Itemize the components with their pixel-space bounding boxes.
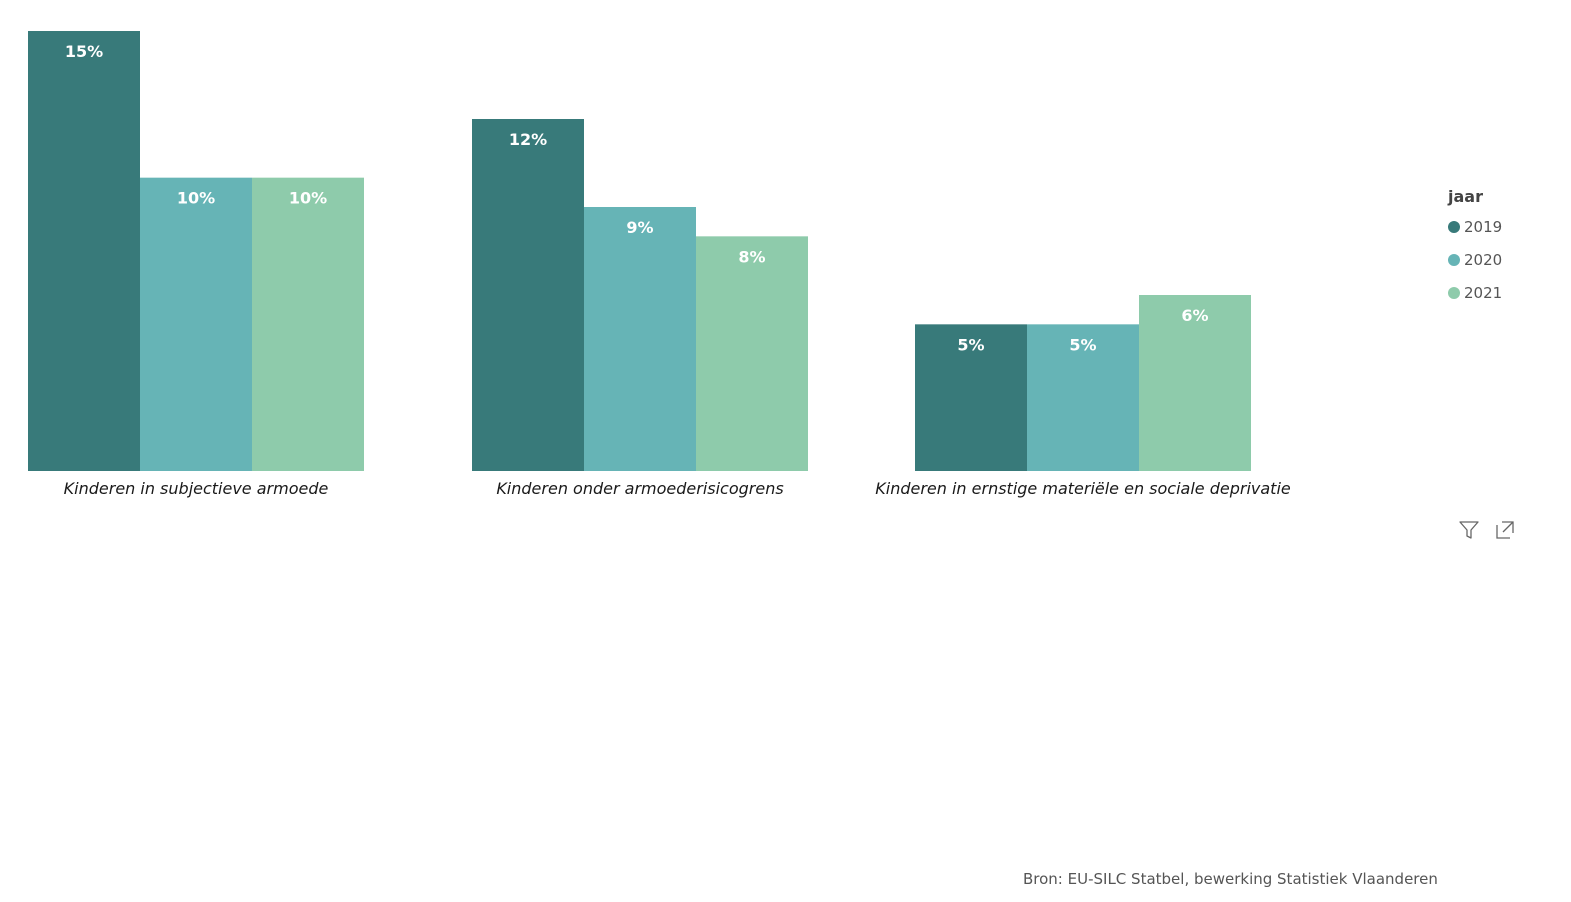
- legend: jaar 2019 2020 2021: [1448, 187, 1502, 309]
- legend-title: jaar: [1448, 187, 1483, 206]
- filter-icon[interactable]: [1458, 519, 1480, 541]
- bar-2020-cat1[interactable]: [140, 177, 252, 471]
- legend-item-2020[interactable]: 2020: [1448, 243, 1502, 276]
- visual-toolbar: [1458, 519, 1516, 541]
- bar-2020-cat2[interactable]: [584, 207, 696, 471]
- data-label-2020-cat3: 5%: [1069, 335, 1096, 354]
- bar-2021-cat1[interactable]: [252, 177, 364, 471]
- data-label-2020-cat1: 10%: [177, 189, 215, 208]
- category-label-2: Kinderen onder armoederisicogrens: [496, 479, 783, 498]
- data-label-2021-cat3: 6%: [1181, 306, 1208, 325]
- legend-dot-2020: [1448, 253, 1460, 266]
- bar-2020-cat3[interactable]: [1027, 324, 1139, 471]
- data-label-2019-cat3: 5%: [957, 335, 984, 354]
- data-label-2021-cat2: 8%: [738, 247, 765, 266]
- bar-2019-cat1[interactable]: [28, 31, 140, 471]
- bar-2021-cat3[interactable]: [1139, 295, 1251, 471]
- legend-item-2019[interactable]: 2019: [1448, 210, 1502, 243]
- data-label-2020-cat2: 9%: [626, 218, 653, 237]
- legend-item-2021[interactable]: 2021: [1448, 276, 1502, 309]
- legend-label-2019: 2019: [1464, 217, 1503, 236]
- source-note: Bron: EU-SILC Statbel, bewerking Statist…: [1023, 870, 1438, 888]
- bar-chart: 15% 10% 10% Kinderen in subjectieve armoede…: [28, 31, 1291, 498]
- data-label-2019-cat2: 12%: [509, 130, 547, 149]
- bar-2021-cat2[interactable]: [696, 236, 808, 471]
- legend-dot-2021: [1448, 286, 1460, 299]
- focus-mode-icon[interactable]: [1494, 519, 1516, 541]
- legend-dot-2019: [1448, 220, 1460, 233]
- data-label-2019-cat1: 15%: [65, 42, 103, 61]
- legend-label-2021: 2021: [1464, 283, 1503, 302]
- bar-2019-cat2[interactable]: [472, 119, 584, 471]
- legend-label-2020: 2020: [1464, 250, 1503, 269]
- bar-2019-cat3[interactable]: [915, 324, 1027, 471]
- category-label-1: Kinderen in subjectieve armoede: [64, 479, 329, 498]
- category-label-3: Kinderen in ernstige materiële en social…: [875, 479, 1291, 498]
- data-label-2021-cat1: 10%: [289, 189, 327, 208]
